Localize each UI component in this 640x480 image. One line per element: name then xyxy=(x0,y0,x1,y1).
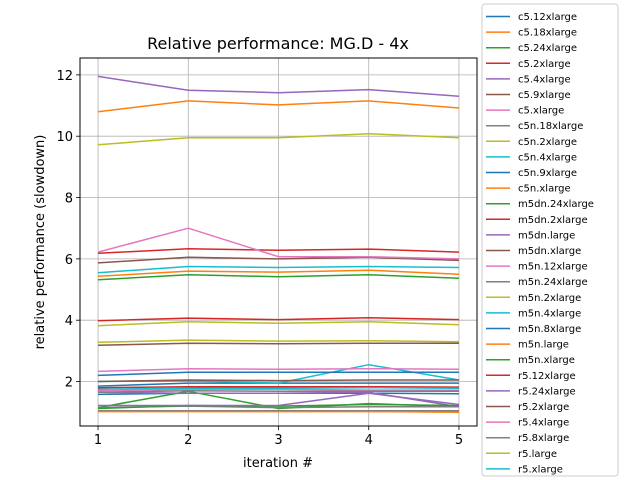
series-line-m5n.8xlarge xyxy=(97,371,459,377)
legend-label: r5.4xlarge xyxy=(518,418,569,429)
series-line-m5n.large xyxy=(98,410,460,413)
legend-label: r5.2xlarge xyxy=(518,402,569,413)
series-line-m5n.2xlarge xyxy=(97,320,460,327)
legend-label: m5n.12xlarge xyxy=(518,262,588,273)
x-tick-label: 2 xyxy=(184,433,192,448)
legend-label: c5n.2xlarge xyxy=(518,137,577,148)
legend-label: m5n.24xlarge xyxy=(518,277,588,288)
legend-label: c5.12xlarge xyxy=(518,12,577,23)
series-line-c5.4xlarge xyxy=(97,75,460,98)
legend-label: c5.xlarge xyxy=(518,106,564,117)
x-tick-label: 4 xyxy=(365,433,373,448)
legend: c5.12xlarge c5.18xlarge c5.24xlarge c5.2xla… xyxy=(481,3,619,477)
legend-label: c5.9xlarge xyxy=(518,90,571,101)
y-tick-label: 4 xyxy=(65,314,73,329)
series-line-r5.8xlarge xyxy=(97,389,459,394)
series-line-c5n.4xlarge xyxy=(97,265,460,274)
legend-label: r5.xlarge xyxy=(518,464,563,475)
legend-label: c5n.18xlarge xyxy=(518,121,583,132)
legend-label: r5.12xlarge xyxy=(518,371,576,382)
legend-frame xyxy=(481,3,619,477)
y-tick-label: 8 xyxy=(65,192,73,207)
chart-title: Relative performance: MG.D - 4x xyxy=(147,34,409,53)
legend-label: m5dn.24xlarge xyxy=(518,199,594,210)
legend-label: c5.18xlarge xyxy=(518,28,577,39)
legend-label: m5n.2xlarge xyxy=(518,293,581,304)
legend-label: r5.large xyxy=(518,449,557,460)
series-line-c5n.xlarge xyxy=(97,269,460,278)
series-line-c5.18xlarge xyxy=(97,100,460,113)
series-line-r5.xlarge xyxy=(97,386,460,390)
x-axis-label: iteration # xyxy=(243,456,313,471)
series-line-m5dn.2xlarge xyxy=(97,316,460,322)
series-line-m5n.12xlarge xyxy=(97,388,459,392)
series-line-m5dn.xlarge xyxy=(97,342,459,347)
legend-label: m5dn.xlarge xyxy=(518,246,581,257)
legend-label: m5n.xlarge xyxy=(518,355,575,366)
legend-label: r5.24xlarge xyxy=(518,386,576,397)
legend-label: c5n.9xlarge xyxy=(518,168,577,179)
legend-label: c5.24xlarge xyxy=(518,43,577,54)
x-tick-label: 5 xyxy=(455,433,463,448)
series-line-c5.2xlarge xyxy=(97,247,460,255)
y-tick-label: 12 xyxy=(56,69,73,84)
legend-label: m5dn.2xlarge xyxy=(518,215,588,226)
y-tick-label: 2 xyxy=(65,376,73,391)
legend-label: m5n.large xyxy=(518,340,569,351)
legend-label: c5n.xlarge xyxy=(518,184,571,195)
legend-label: m5n.4xlarge xyxy=(518,308,581,319)
y-axis-label: relative performance (slowdown) xyxy=(33,135,48,350)
series-line-c5n.2xlarge xyxy=(97,132,460,146)
series-line-m5dn.24xlarge xyxy=(97,274,460,281)
legend-label: c5.4xlarge xyxy=(518,74,571,85)
legend-label: m5n.8xlarge xyxy=(518,324,581,335)
series-line-r5.2xlarge xyxy=(97,379,459,383)
series-lines xyxy=(97,75,460,413)
x-tick-label: 3 xyxy=(274,433,282,448)
series-line-r5.12xlarge xyxy=(97,385,460,389)
y-tick-label: 6 xyxy=(65,253,73,268)
legend-label: c5n.4xlarge xyxy=(518,152,577,163)
series-line-r5.4xlarge xyxy=(97,367,460,373)
legend-label: m5dn.large xyxy=(518,230,575,241)
series-line-r5.large xyxy=(97,339,460,344)
legend-label: c5.2xlarge xyxy=(518,59,571,70)
series-line-r5.24xlarge xyxy=(98,392,460,407)
x-tick-label: 1 xyxy=(94,433,102,448)
y-tick-label: 10 xyxy=(56,130,73,145)
series-line-c5.xlarge xyxy=(97,227,460,260)
series-line-c5.9xlarge xyxy=(97,256,460,264)
legend-label: r5.8xlarge xyxy=(518,433,569,444)
